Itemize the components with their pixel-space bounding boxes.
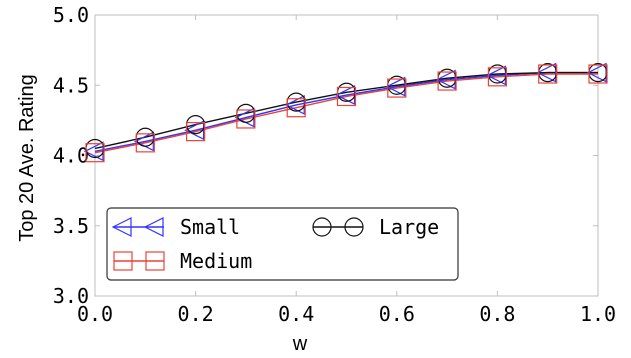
point-medium: [336, 86, 357, 107]
point-medium: [588, 64, 608, 84]
legend-marker-small: [111, 217, 132, 237]
y-tick-label: 3.0: [53, 284, 89, 308]
y-tick-label: 5.0: [53, 3, 89, 27]
x-axis-ticks: 0.0 0.2 0.4 0.6 0.8 1.0: [77, 15, 616, 326]
point-small: [184, 120, 205, 141]
point-small: [385, 76, 406, 97]
point-small: [435, 69, 456, 90]
legend-label-large: Large: [379, 215, 439, 239]
series-line-large: [95, 71, 598, 150]
point-medium: [538, 64, 558, 84]
legend-marker-medium: [145, 251, 165, 271]
legend: Small Large Medium: [106, 207, 459, 281]
point-medium: [437, 71, 457, 91]
y-axis-ticks: 3.0 3.5 4.0 4.5 5.0: [53, 3, 598, 308]
legend-marker-small: [143, 217, 164, 237]
point-medium: [186, 122, 206, 142]
x-axis-title: w: [292, 333, 308, 355]
point-small: [586, 62, 607, 83]
series-line-small: [95, 71, 598, 152]
marker-layer: [83, 62, 608, 163]
legend-marker-large: [344, 217, 364, 237]
point-medium: [387, 78, 407, 98]
legend-marker-medium: [113, 251, 133, 271]
series-line-medium: [95, 73, 598, 154]
point-medium: [236, 109, 256, 129]
y-tick-label: 4.5: [53, 73, 89, 97]
legend-box: [106, 207, 459, 281]
point-small: [486, 65, 506, 86]
point-medium: [85, 143, 105, 163]
x-tick-label: 1.0: [580, 302, 616, 326]
point-medium: [135, 133, 155, 153]
x-tick-label: 0.6: [379, 302, 415, 326]
y-tick-label: 4.0: [53, 144, 89, 168]
x-tick-label: 0.4: [278, 302, 314, 326]
y-axis-title: Top 20 Ave. Rating: [16, 74, 38, 242]
legend-marker-large: [312, 217, 332, 237]
series-layer: [95, 71, 598, 154]
y-tick-label: 3.5: [53, 214, 89, 238]
legend-label-medium: Medium: [180, 249, 252, 273]
point-medium: [286, 98, 306, 118]
x-tick-label: 0.0: [77, 302, 113, 326]
x-tick-label: 0.2: [178, 302, 214, 326]
x-tick-label: 0.8: [479, 302, 515, 326]
legend-label-small: Small: [180, 215, 240, 239]
point-medium: [487, 67, 507, 87]
point-small: [536, 62, 557, 83]
